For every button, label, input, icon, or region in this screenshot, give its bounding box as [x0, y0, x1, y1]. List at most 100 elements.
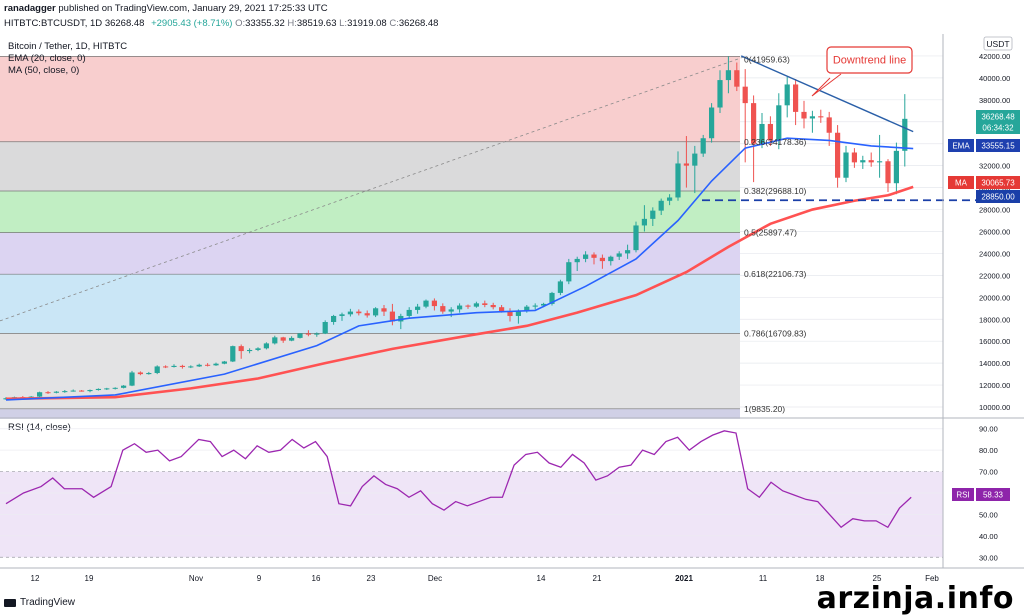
candle-body: [667, 197, 673, 201]
ma-badge: MA 30065.73: [948, 176, 1020, 189]
candle: [146, 371, 152, 375]
price-axis[interactable]: 10000.00 12000.00 14000.00 16000.00 18000.00…: [942, 34, 1010, 418]
candle-body: [851, 152, 857, 163]
candle-body: [700, 138, 706, 154]
high-value: 38519.63: [296, 18, 337, 29]
candle-body: [163, 366, 169, 368]
candle: [683, 136, 689, 188]
candle-body: [490, 304, 496, 308]
candle: [440, 303, 446, 314]
candle-body: [457, 305, 463, 310]
candle-body: [95, 388, 101, 391]
ohlc-line: HITBTC:BTCUSDT, 1D 36268.48 +2905.43 (+8…: [4, 18, 438, 29]
candle: [171, 364, 177, 368]
legend-symbol: Bitcoin / Tether, 1D, HITBTC: [8, 41, 127, 52]
candle-body: [146, 373, 152, 375]
candle-body: [767, 123, 773, 141]
time-axis[interactable]: 12 19 Nov 9 16 23 Dec 14 21 2021 11 18 25 Feb: [31, 574, 940, 583]
candle-body: [121, 385, 127, 388]
candle: [205, 363, 211, 367]
candle-body: [373, 308, 379, 316]
candle: [297, 332, 303, 339]
open-value: 33355.32: [245, 18, 285, 29]
legend-ema[interactable]: EMA (20, close, 0): [8, 53, 86, 64]
fib-level-label: 0.236(34178.36): [744, 137, 807, 147]
candle: [734, 62, 740, 92]
high-label: H:: [287, 18, 297, 29]
support-value-box: [976, 190, 1020, 203]
candle-body: [37, 392, 43, 397]
candle: [507, 308, 513, 322]
chart-legend: Bitcoin / Tether, 1D, HITBTC EMA (20, cl…: [8, 41, 127, 433]
publish-info: ranadagger published on TradingView.com,…: [4, 3, 328, 14]
candle-body: [62, 391, 68, 393]
candle-body: [465, 305, 471, 307]
candle-body: [734, 70, 740, 87]
ema-badge: EMA 33555.15: [948, 139, 1020, 152]
candle: [45, 391, 51, 394]
price-tick-label: 32000.00: [979, 162, 1010, 171]
publisher-name[interactable]: ranadagger: [4, 3, 56, 14]
time-tick-label: 21: [593, 574, 602, 583]
time-tick-label: 16: [312, 574, 321, 583]
rsi-tick-label: 40.00: [979, 532, 998, 541]
price-chart[interactable]: 0(41959.63) 0.236(34178.36) 0.382(29688.10…: [0, 34, 1024, 597]
price-tick-label: 10000.00: [979, 403, 1010, 412]
candle-body: [104, 388, 110, 390]
candle: [574, 256, 580, 271]
fib-level-label: 0.382(29688.10): [744, 186, 807, 196]
candle: [742, 69, 748, 163]
candle-body: [616, 253, 622, 257]
candle-body: [658, 200, 664, 211]
candle: [641, 205, 647, 232]
candle: [793, 78, 799, 126]
candle-body: [835, 132, 841, 178]
candle-body: [213, 363, 219, 366]
candle: [121, 385, 127, 389]
tradingview-logo[interactable]: TradingView: [4, 597, 75, 608]
candle-body: [692, 153, 698, 166]
candle: [255, 347, 261, 352]
legend-rsi[interactable]: RSI (14, close): [8, 422, 71, 433]
candle-body: [868, 160, 874, 163]
fib-level-labels: 0(41959.63) 0.236(34178.36) 0.382(29688.10…: [744, 54, 807, 413]
candle-body: [280, 337, 286, 341]
candle-body: [860, 160, 866, 163]
rsi-line: [5, 430, 912, 529]
candle-body: [742, 86, 748, 104]
support-badge-value: 28850.00: [981, 193, 1015, 202]
candle: [818, 109, 824, 123]
candle-body: [599, 257, 605, 262]
currency-badge[interactable]: [983, 36, 1013, 51]
fib-level-label: 0(41959.63): [744, 54, 790, 64]
candle-body: [406, 309, 412, 316]
callout-pointer: [811, 73, 842, 97]
site-watermark: arzinja.info: [816, 581, 1014, 616]
candle-body: [591, 254, 597, 258]
candle: [381, 304, 387, 316]
candle: [431, 298, 437, 311]
price-tick-label: 22000.00: [979, 271, 1010, 280]
candle-body: [415, 306, 421, 310]
price-tick-label: 14000.00: [979, 359, 1010, 368]
rsi-tick-label: 30.00: [979, 553, 998, 562]
candle: [406, 307, 412, 319]
candle-body: [322, 322, 328, 334]
candle-body: [356, 311, 362, 314]
close-label: C:: [389, 18, 399, 29]
ma-label-box: [948, 176, 974, 189]
time-tick-label: 19: [85, 574, 94, 583]
candle-body: [221, 361, 227, 364]
legend-ma[interactable]: MA (50, close, 0): [8, 65, 79, 76]
candle: [893, 142, 899, 195]
candle: [70, 389, 76, 392]
candle: [79, 390, 85, 392]
candle: [616, 251, 622, 261]
candle-body: [532, 305, 538, 307]
price-tick-label: 38000.00: [979, 96, 1010, 105]
candle: [221, 360, 227, 365]
candle: [389, 303, 395, 326]
ma-badge-label: MA: [955, 179, 968, 188]
candle: [482, 300, 488, 308]
candle: [725, 56, 731, 94]
